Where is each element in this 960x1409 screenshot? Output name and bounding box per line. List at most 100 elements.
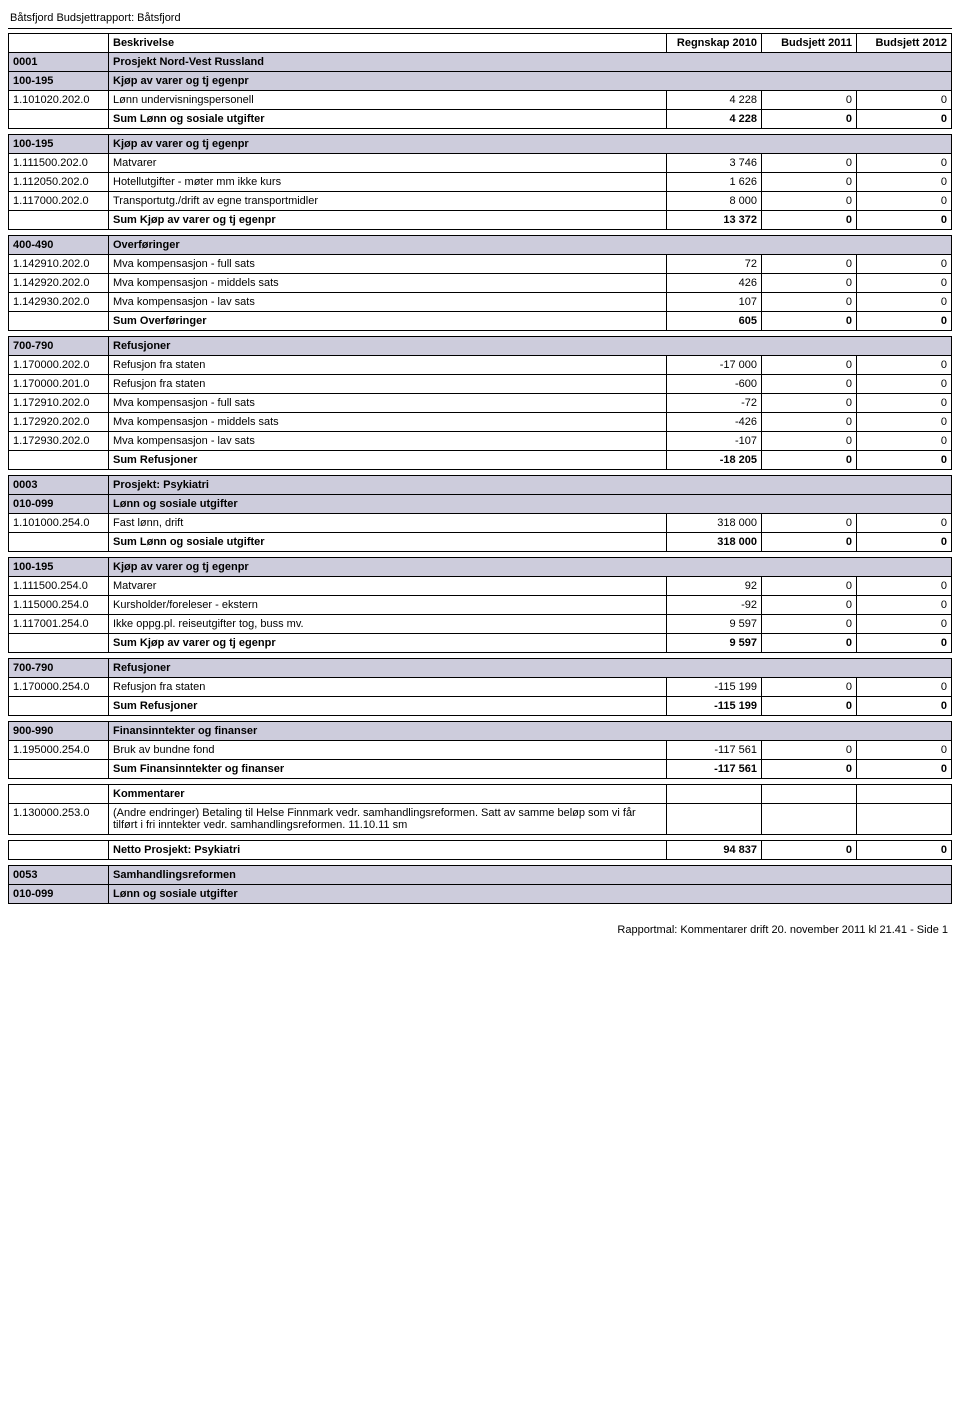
- row-v3: 0: [857, 741, 952, 760]
- row-v2: 0: [762, 173, 857, 192]
- row-v2: 0: [762, 577, 857, 596]
- table-row: 1.142930.202.0Mva kompensasjon - lav sat…: [9, 293, 952, 312]
- sum-label: Netto Prosjekt: Psykiatri: [109, 841, 667, 860]
- sum-v2: 0: [762, 697, 857, 716]
- row-v2: 0: [762, 615, 857, 634]
- row-v1: -600: [667, 375, 762, 394]
- section-header-row: 0003Prosjekt: Psykiatri: [9, 476, 952, 495]
- sum-code: [9, 841, 109, 860]
- section-label: Kjøp av varer og tj egenpr: [109, 72, 952, 91]
- row-v1: 1 626: [667, 173, 762, 192]
- row-label: Mva kompensasjon - full sats: [109, 255, 667, 274]
- section-header-row: 0001Prosjekt Nord-Vest Russland: [9, 53, 952, 72]
- sum-row: Sum Lønn og sosiale utgifter4 22800: [9, 110, 952, 129]
- table-row: 1.172920.202.0Mva kompensasjon - middels…: [9, 413, 952, 432]
- row-code: 1.170000.202.0: [9, 356, 109, 375]
- section-header-row: 100-195Kjøp av varer og tj egenpr: [9, 558, 952, 577]
- sum-code: [9, 634, 109, 653]
- kommentar-header-row: Kommentarer: [9, 785, 952, 804]
- table-row: 1.117001.254.0Ikke oppg.pl. reiseutgifte…: [9, 615, 952, 634]
- table-row: 1.142910.202.0Mva kompensasjon - full sa…: [9, 255, 952, 274]
- sum-code: [9, 760, 109, 779]
- sum-v3: 0: [857, 110, 952, 129]
- section-code: 400-490: [9, 236, 109, 255]
- row-v2: 0: [762, 394, 857, 413]
- row-code: 1.172910.202.0: [9, 394, 109, 413]
- row-v2: 0: [762, 192, 857, 211]
- sum-v1: 94 837: [667, 841, 762, 860]
- row-label: Refusjon fra staten: [109, 356, 667, 375]
- sum-code: [9, 211, 109, 230]
- section-code: 100-195: [9, 135, 109, 154]
- row-v2: 0: [762, 432, 857, 451]
- sum-label: Sum Overføringer: [109, 312, 667, 331]
- sum-v1: -117 561: [667, 760, 762, 779]
- section-label: Overføringer: [109, 236, 952, 255]
- sum-row: Netto Prosjekt: Psykiatri94 83700: [9, 841, 952, 860]
- table-row: 1.170000.202.0Refusjon fra staten-17 000…: [9, 356, 952, 375]
- sum-v1: 605: [667, 312, 762, 331]
- sum-v2: 0: [762, 760, 857, 779]
- row-v3: 0: [857, 293, 952, 312]
- section-label: Prosjekt: Psykiatri: [109, 476, 952, 495]
- sum-label: Sum Kjøp av varer og tj egenpr: [109, 211, 667, 230]
- row-v1: -17 000: [667, 356, 762, 375]
- row-code: 1.111500.202.0: [9, 154, 109, 173]
- col-head-regnskap: Regnskap 2010: [667, 34, 762, 53]
- row-label: Refusjon fra staten: [109, 678, 667, 697]
- row-code: 1.172920.202.0: [9, 413, 109, 432]
- row-v3: 0: [857, 255, 952, 274]
- row-v1: 9 597: [667, 615, 762, 634]
- sum-label: Sum Lønn og sosiale utgifter: [109, 533, 667, 552]
- section-label: Kjøp av varer og tj egenpr: [109, 135, 952, 154]
- col-head-budsjett-2011: Budsjett 2011: [762, 34, 857, 53]
- row-v1: -426: [667, 413, 762, 432]
- sum-v1: -18 205: [667, 451, 762, 470]
- table-row: 1.195000.254.0Bruk av bundne fond-117 56…: [9, 741, 952, 760]
- sum-v2: 0: [762, 634, 857, 653]
- row-v3: 0: [857, 413, 952, 432]
- col-head-budsjett-2012: Budsjett 2012: [857, 34, 952, 53]
- section-header-row: 100-195Kjøp av varer og tj egenpr: [9, 72, 952, 91]
- sum-v3: 0: [857, 211, 952, 230]
- table-row: 1.172930.202.0Mva kompensasjon - lav sat…: [9, 432, 952, 451]
- row-v2: 0: [762, 293, 857, 312]
- section-code: 010-099: [9, 495, 109, 514]
- table-row: 1.115000.254.0Kursholder/foreleser - eks…: [9, 596, 952, 615]
- table-row: 1.117000.202.0Transportutg./drift av egn…: [9, 192, 952, 211]
- sum-v3: 0: [857, 760, 952, 779]
- section-header-row: 700-790Refusjoner: [9, 659, 952, 678]
- row-v1: 72: [667, 255, 762, 274]
- sum-v1: 4 228: [667, 110, 762, 129]
- section-header-row: 010-099Lønn og sosiale utgifter: [9, 885, 952, 904]
- row-label: Ikke oppg.pl. reiseutgifter tog, buss mv…: [109, 615, 667, 634]
- row-v1: -117 561: [667, 741, 762, 760]
- row-code: 1.115000.254.0: [9, 596, 109, 615]
- row-label: Mva kompensasjon - lav sats: [109, 432, 667, 451]
- sum-code: [9, 533, 109, 552]
- kommentar-text: (Andre endringer) Betaling til Helse Fin…: [109, 804, 667, 835]
- row-code: 1.172930.202.0: [9, 432, 109, 451]
- row-code: 1.117000.202.0: [9, 192, 109, 211]
- sum-row: Sum Refusjoner-115 19900: [9, 697, 952, 716]
- row-v1: 4 228: [667, 91, 762, 110]
- sum-row: Sum Lønn og sosiale utgifter318 00000: [9, 533, 952, 552]
- row-code: 1.170000.254.0: [9, 678, 109, 697]
- row-v3: 0: [857, 192, 952, 211]
- section-label: Refusjoner: [109, 659, 952, 678]
- row-v2: 0: [762, 678, 857, 697]
- sum-v1: 318 000: [667, 533, 762, 552]
- section-label: Refusjoner: [109, 337, 952, 356]
- table-row: 1.172910.202.0Mva kompensasjon - full sa…: [9, 394, 952, 413]
- section-code: 010-099: [9, 885, 109, 904]
- row-label: Mva kompensasjon - full sats: [109, 394, 667, 413]
- row-code: 1.117001.254.0: [9, 615, 109, 634]
- table-row: 1.101020.202.0Lønn undervisningspersonel…: [9, 91, 952, 110]
- col-head-code: [9, 34, 109, 53]
- budget-table: Beskrivelse Regnskap 2010 Budsjett 2011 …: [8, 33, 952, 904]
- row-code: 1.195000.254.0: [9, 741, 109, 760]
- section-header-row: 0053Samhandlingsreformen: [9, 866, 952, 885]
- section-label: Lønn og sosiale utgifter: [109, 495, 952, 514]
- row-v1: -92: [667, 596, 762, 615]
- row-v1: -107: [667, 432, 762, 451]
